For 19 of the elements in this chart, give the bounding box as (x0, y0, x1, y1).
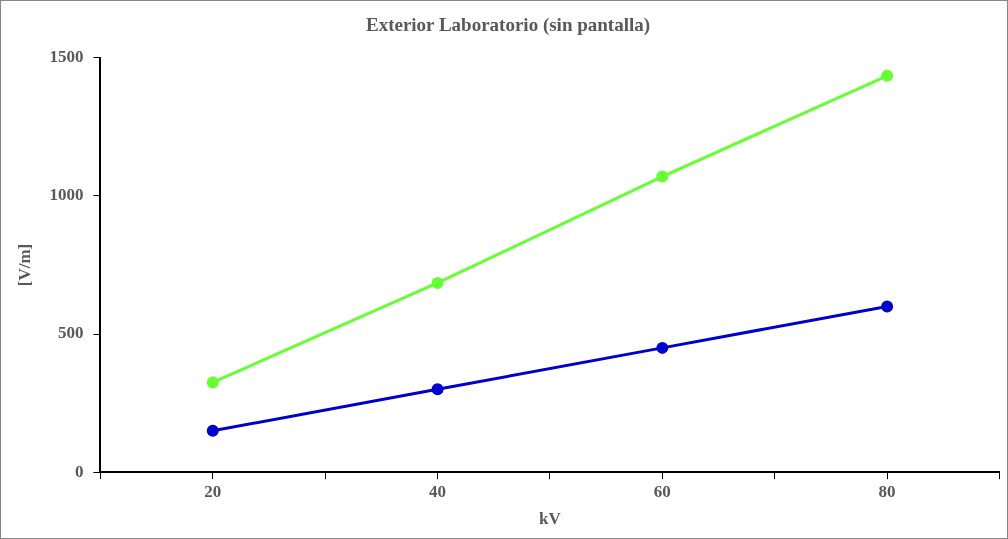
y-tick-label: 0 (74, 461, 84, 481)
x-axis-title: kV (539, 509, 562, 529)
x-tick-label: 20 (204, 481, 222, 501)
point (881, 300, 894, 313)
point (431, 276, 444, 289)
y-axis-title: [V/m] (14, 243, 34, 287)
point (431, 383, 444, 396)
y-tick-label: 1500 (49, 47, 84, 67)
x-tick-label: 60 (653, 481, 671, 501)
point (206, 376, 219, 389)
chart-title: Exterior Laboratorio (sin pantalla) (365, 14, 651, 37)
x-tick-label: 80 (878, 481, 896, 501)
x-tick-label: 40 (429, 481, 447, 501)
point (656, 341, 669, 354)
point (656, 170, 669, 183)
point (206, 424, 219, 437)
y-tick-label: 1000 (49, 185, 84, 205)
point (881, 69, 894, 82)
y-tick-label: 500 (57, 323, 84, 343)
